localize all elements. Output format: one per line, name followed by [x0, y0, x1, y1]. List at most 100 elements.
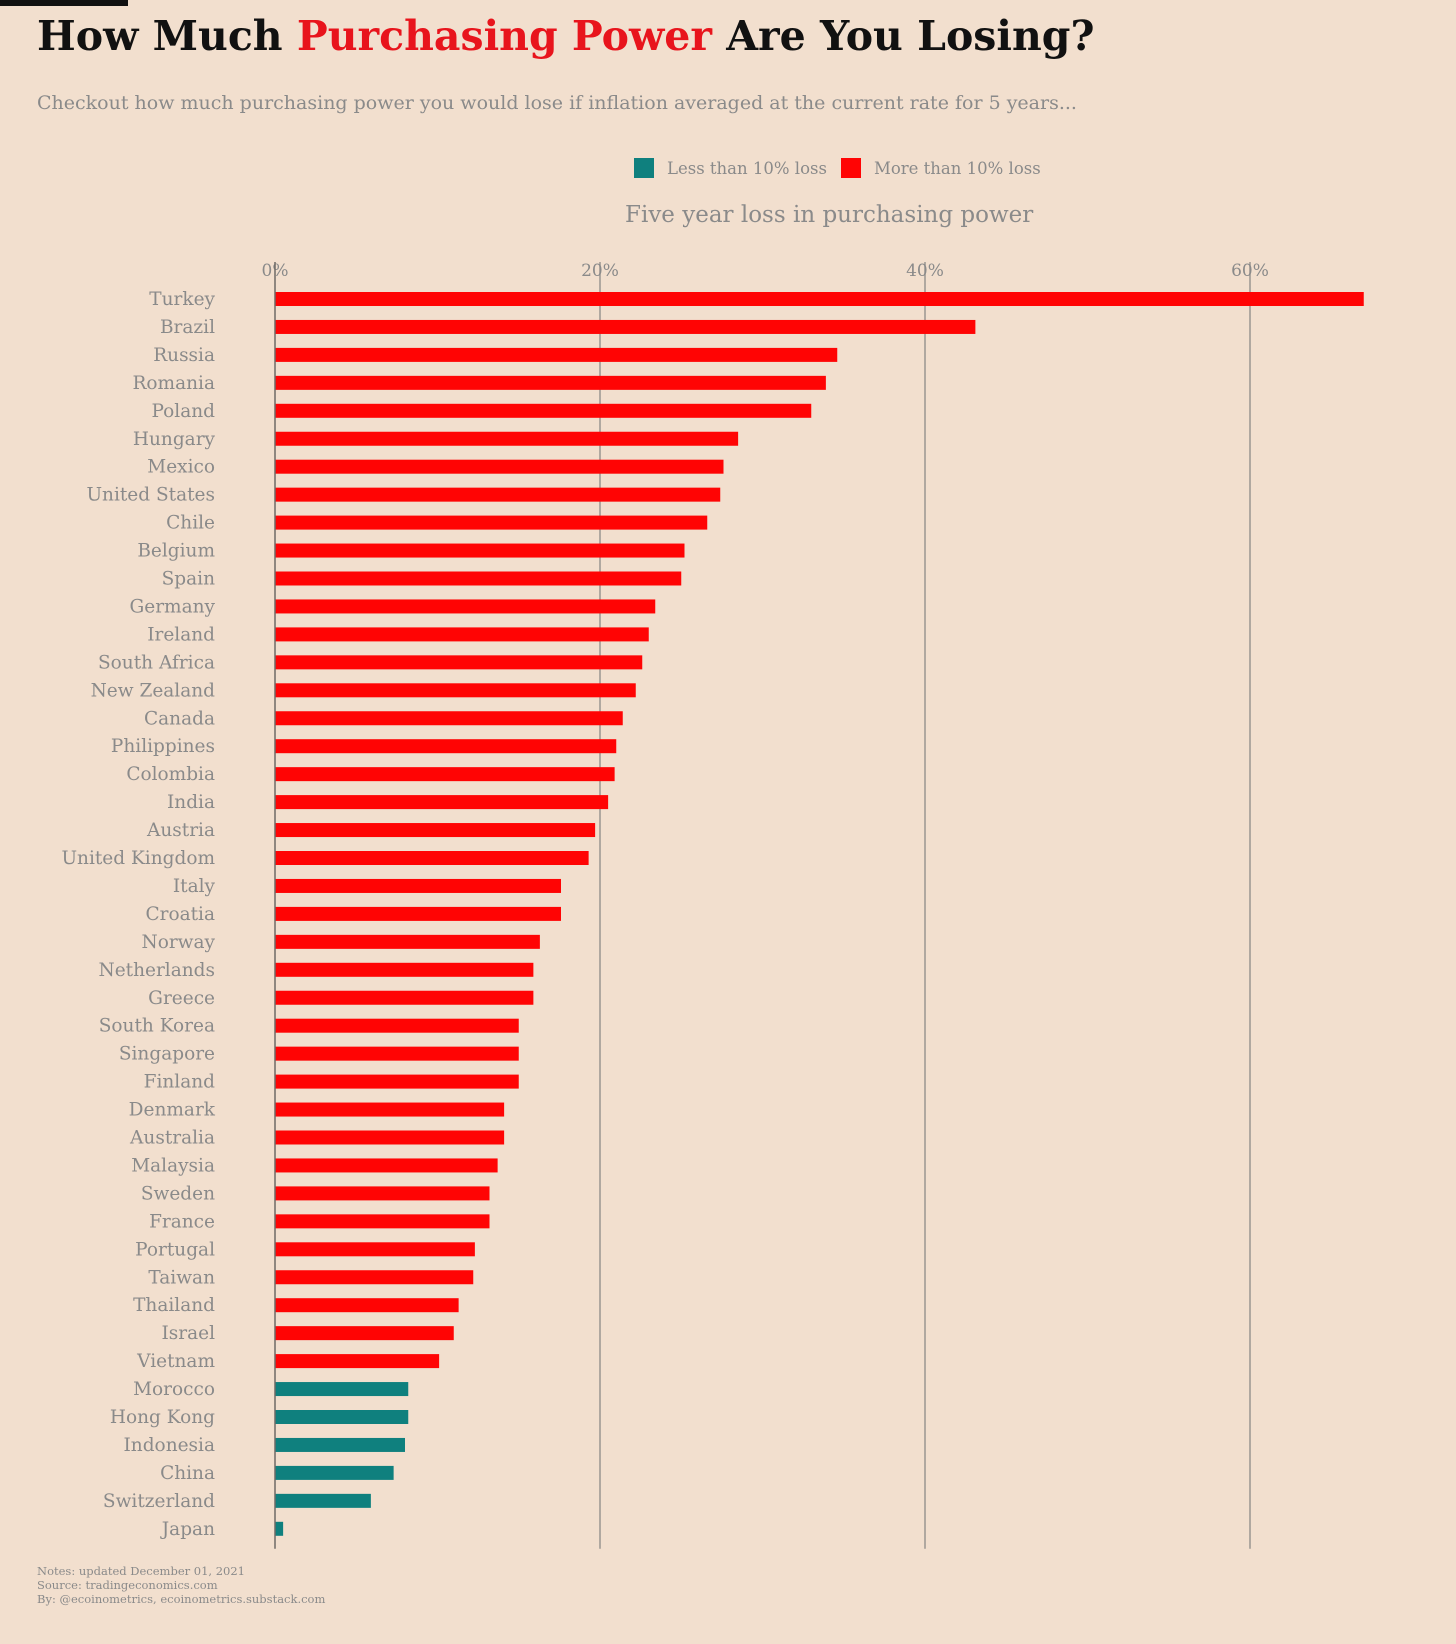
bar-15 — [275, 711, 623, 726]
bar-29 — [275, 1102, 505, 1117]
category-label-7: United States — [86, 485, 215, 506]
x-tick-label-2: 40% — [906, 261, 944, 281]
bar-27 — [275, 1046, 519, 1061]
bar-6 — [275, 459, 724, 474]
bar-7 — [275, 487, 721, 502]
category-label-38: Vietnam — [136, 1351, 215, 1372]
bar-9 — [275, 543, 685, 558]
bar-23 — [275, 934, 540, 949]
category-label-32: Sweden — [141, 1183, 215, 1204]
category-label-14: New Zealand — [91, 680, 216, 701]
category-label-2: Russia — [153, 345, 215, 366]
bar-13 — [275, 655, 643, 670]
bar-19 — [275, 823, 596, 838]
bar-25 — [275, 990, 534, 1005]
category-label-19: Austria — [146, 820, 215, 841]
bar-38 — [275, 1354, 440, 1369]
category-label-43: Switzerland — [103, 1491, 215, 1512]
bar-43 — [275, 1493, 371, 1508]
bar-5 — [275, 431, 739, 446]
bar-17 — [275, 767, 615, 782]
bar-41 — [275, 1437, 405, 1452]
bar-28 — [275, 1074, 519, 1089]
bar-22 — [275, 906, 561, 921]
bar-4 — [275, 403, 812, 418]
category-label-3: Romania — [132, 373, 215, 394]
category-label-33: France — [149, 1211, 215, 1232]
category-label-28: Finland — [144, 1072, 216, 1093]
bar-39 — [275, 1382, 409, 1397]
category-label-40: Hong Kong — [110, 1407, 215, 1428]
category-label-23: Norway — [142, 932, 216, 953]
bar-32 — [275, 1186, 490, 1201]
bar-42 — [275, 1465, 394, 1480]
category-label-9: Belgium — [137, 541, 215, 562]
category-label-30: Australia — [129, 1128, 215, 1149]
bar-11 — [275, 599, 656, 614]
bar-44 — [275, 1521, 284, 1536]
x-tick-label-1: 20% — [581, 261, 619, 281]
legend-swatch-above — [840, 158, 861, 178]
notes-source: Source: tradingeconomics.com — [37, 1578, 218, 1592]
category-label-1: Brazil — [160, 317, 215, 338]
legend-label-below: Less than 10% loss — [667, 158, 827, 178]
page-subtitle: Checkout how much purchasing power you w… — [37, 92, 1077, 114]
bar-3 — [275, 375, 826, 390]
category-label-25: Greece — [148, 988, 215, 1009]
legend-label-above: More than 10% loss — [873, 158, 1041, 178]
top-accent-bar — [0, 0, 128, 6]
category-label-17: Colombia — [126, 764, 215, 785]
bar-20 — [275, 851, 589, 865]
category-label-22: Croatia — [145, 904, 215, 925]
category-label-8: Chile — [166, 513, 215, 534]
category-label-29: Denmark — [129, 1100, 216, 1121]
category-label-37: Israel — [161, 1323, 215, 1344]
category-label-26: South Korea — [99, 1016, 215, 1037]
category-label-13: South Africa — [98, 652, 215, 673]
bar-40 — [275, 1410, 409, 1424]
category-label-5: Hungary — [133, 429, 216, 450]
category-label-20: United Kingdom — [61, 848, 215, 869]
bar-33 — [275, 1214, 490, 1229]
bar-2 — [275, 347, 838, 362]
bar-34 — [275, 1242, 475, 1257]
x-tick-label-3: 60% — [1231, 261, 1269, 281]
legend-item-above: More than 10% loss — [840, 158, 1041, 178]
bar-10 — [275, 571, 682, 586]
bar-26 — [275, 1018, 519, 1033]
legend-swatch-below — [634, 158, 654, 178]
category-label-11: Germany — [129, 596, 215, 617]
category-label-21: Italy — [173, 876, 216, 897]
bar-31 — [275, 1158, 498, 1173]
page-title: How Much Purchasing Power Are You Losing… — [37, 12, 1094, 60]
bar-14 — [275, 683, 636, 698]
category-label-41: Indonesia — [123, 1435, 215, 1456]
category-label-27: Singapore — [119, 1044, 215, 1065]
category-label-10: Spain — [162, 569, 215, 590]
category-label-34: Portugal — [135, 1239, 215, 1260]
bar-8 — [275, 515, 708, 530]
legend-item-below: Less than 10% loss — [634, 158, 827, 178]
category-label-31: Malaysia — [131, 1155, 215, 1176]
category-label-44: Japan — [160, 1519, 215, 1540]
category-label-4: Poland — [151, 401, 215, 422]
bar-36 — [275, 1298, 459, 1313]
category-label-12: Ireland — [147, 624, 215, 645]
bar-1 — [275, 319, 976, 334]
bar-37 — [275, 1326, 454, 1341]
bar-12 — [275, 627, 649, 642]
category-label-36: Thailand — [133, 1295, 215, 1316]
title-highlight: Purchasing Power — [296, 12, 712, 60]
category-label-16: Philippines — [111, 736, 215, 757]
category-label-6: Mexico — [147, 457, 215, 478]
category-label-42: China — [160, 1463, 215, 1484]
category-label-24: Netherlands — [99, 960, 215, 981]
title-part-1: How Much — [37, 12, 297, 60]
category-label-0: Turkey — [149, 289, 215, 310]
chart-title: Five year loss in purchasing power — [625, 202, 1034, 228]
title-part-2: Are You Losing? — [711, 12, 1095, 60]
bar-0 — [275, 292, 1364, 306]
category-label-15: Canada — [144, 708, 215, 729]
bar-30 — [275, 1130, 505, 1145]
